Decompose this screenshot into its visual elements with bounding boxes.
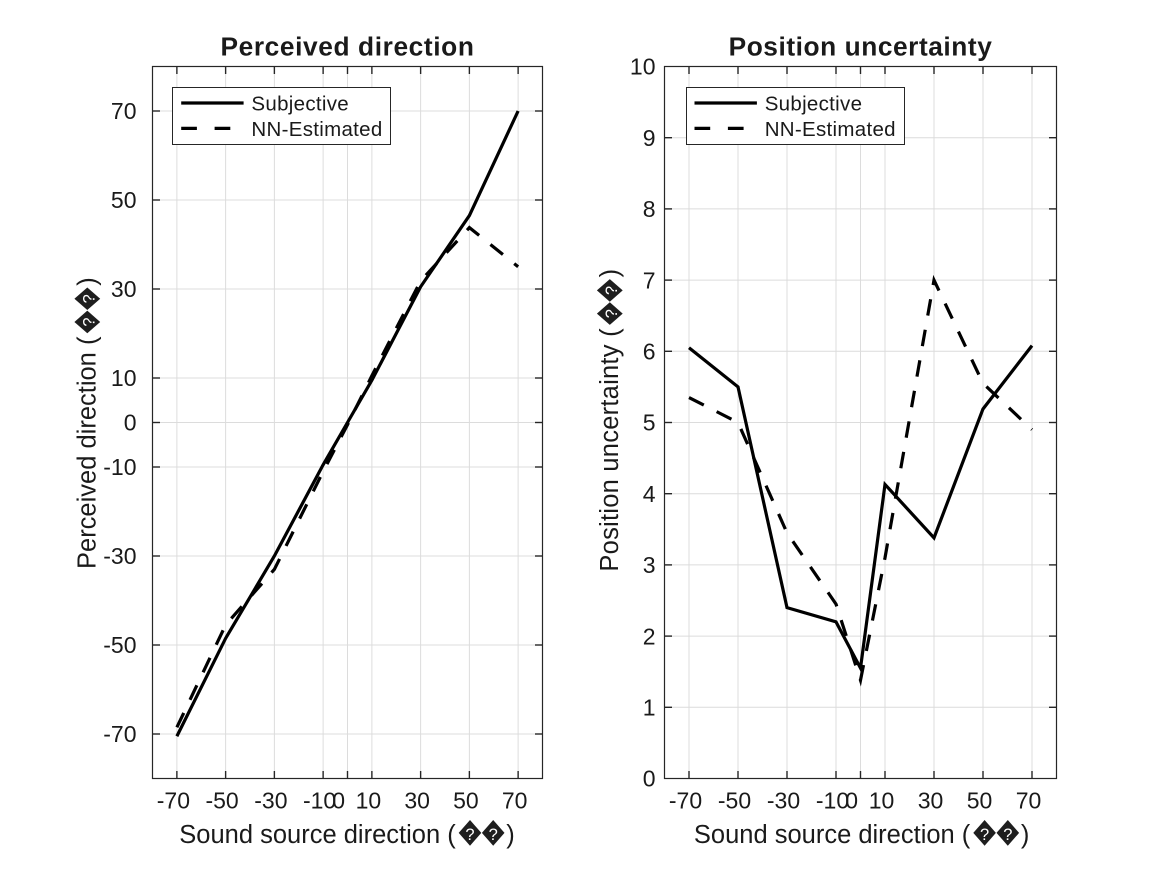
svg-text:Perceived direction: Perceived direction xyxy=(220,32,474,62)
svg-text:?: ? xyxy=(603,286,621,295)
svg-text:70: 70 xyxy=(111,98,137,124)
svg-text:30: 30 xyxy=(404,788,430,814)
svg-text:0: 0 xyxy=(124,410,137,436)
svg-text:2: 2 xyxy=(643,623,656,649)
svg-text:?: ? xyxy=(1003,826,1012,844)
svg-text:10: 10 xyxy=(869,788,895,814)
svg-text:1: 1 xyxy=(643,695,656,721)
svg-text:4: 4 xyxy=(643,481,656,507)
svg-text:): ) xyxy=(506,821,515,849)
svg-text:-50: -50 xyxy=(205,788,238,814)
svg-text:-70: -70 xyxy=(157,788,190,814)
svg-text:-70: -70 xyxy=(669,788,702,814)
svg-text:-50: -50 xyxy=(718,788,751,814)
svg-text:7: 7 xyxy=(643,267,656,293)
svg-text:Sound source direction (: Sound source direction ( xyxy=(694,821,971,849)
svg-text:50: 50 xyxy=(111,187,137,213)
svg-text:30: 30 xyxy=(111,276,137,302)
svg-text:Subjective: Subjective xyxy=(765,92,863,115)
svg-text:?: ? xyxy=(980,826,989,844)
svg-text:30: 30 xyxy=(918,788,944,814)
svg-text:10: 10 xyxy=(111,365,137,391)
svg-text:10: 10 xyxy=(630,54,656,80)
svg-text:-50: -50 xyxy=(103,632,136,658)
svg-text:-10: -10 xyxy=(816,788,849,814)
svg-text:?: ? xyxy=(603,309,621,318)
svg-text:70: 70 xyxy=(502,788,528,814)
svg-text:0: 0 xyxy=(643,766,656,792)
svg-text:): ) xyxy=(596,269,624,278)
svg-text:Perceived direction (: Perceived direction ( xyxy=(74,336,102,569)
svg-text:50: 50 xyxy=(967,788,993,814)
svg-text:50: 50 xyxy=(453,788,479,814)
svg-text:10: 10 xyxy=(356,788,382,814)
svg-text:): ) xyxy=(74,277,102,286)
svg-text:9: 9 xyxy=(643,125,656,151)
svg-text:NN-Estimated: NN-Estimated xyxy=(251,118,382,141)
svg-text:3: 3 xyxy=(643,552,656,578)
svg-text:-30: -30 xyxy=(767,788,800,814)
svg-text:-30: -30 xyxy=(103,543,136,569)
svg-text:8: 8 xyxy=(643,196,656,222)
svg-text:0: 0 xyxy=(332,788,345,814)
svg-text:?: ? xyxy=(465,826,474,844)
svg-text:0: 0 xyxy=(845,788,858,814)
svg-text:-30: -30 xyxy=(254,788,287,814)
svg-text:-10: -10 xyxy=(303,788,336,814)
svg-text:Position uncertainty (: Position uncertainty ( xyxy=(596,328,624,572)
svg-text:Sound source direction (: Sound source direction ( xyxy=(179,821,456,849)
svg-text:70: 70 xyxy=(1016,788,1042,814)
svg-text:?: ? xyxy=(489,826,498,844)
svg-text:-70: -70 xyxy=(103,721,136,747)
svg-text:Subjective: Subjective xyxy=(251,92,349,115)
svg-text:-10: -10 xyxy=(103,454,136,480)
svg-text:5: 5 xyxy=(643,410,656,436)
svg-text:?: ? xyxy=(81,317,99,326)
svg-text:Position uncertainty: Position uncertainty xyxy=(729,32,993,62)
svg-text:?: ? xyxy=(81,294,99,303)
svg-text:6: 6 xyxy=(643,339,656,365)
svg-text:): ) xyxy=(1021,821,1030,849)
svg-text:NN-Estimated: NN-Estimated xyxy=(765,118,896,141)
